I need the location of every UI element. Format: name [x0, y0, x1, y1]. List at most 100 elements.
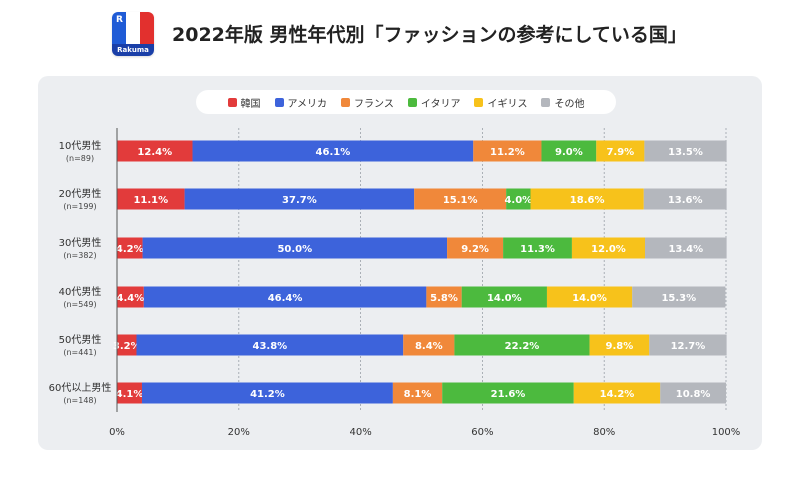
legend-item: その他 — [541, 95, 584, 110]
legend-item: アメリカ — [274, 95, 327, 110]
bar-segment — [643, 188, 727, 210]
x-tick-label: 80% — [593, 427, 615, 438]
bar-segment — [414, 188, 507, 210]
category-sample-size: (n=549) — [63, 300, 96, 309]
bar-segment — [571, 237, 646, 259]
legend-swatch — [274, 97, 284, 107]
bar-segment — [117, 382, 142, 404]
bar-segment — [447, 237, 504, 259]
legend-label: イタリア — [420, 98, 461, 110]
chart-legend: 韓国 アメリカ フランス イタリア イギリス その他 — [196, 90, 616, 114]
category-sample-size: (n=199) — [63, 202, 96, 211]
legend-item: イタリア — [407, 95, 461, 110]
bar-value-label: 4.0% — [504, 195, 532, 206]
legend-swatch — [407, 97, 417, 107]
bar-value-label: 7.9% — [606, 147, 634, 158]
bar-segment — [573, 382, 661, 404]
bar-value-label: 12.0% — [591, 244, 626, 255]
legend-swatch — [474, 97, 484, 107]
bar-segment — [184, 188, 415, 210]
rakuma-logo: R Rakuma — [112, 12, 154, 56]
bar-segment — [660, 382, 726, 404]
bar-value-label: 10.8% — [676, 389, 711, 400]
x-tick-label: 20% — [228, 427, 250, 438]
category-sample-size: (n=89) — [66, 154, 94, 163]
category-label: 10代男性 — [59, 139, 102, 152]
category-sample-size: (n=148) — [63, 396, 96, 405]
bar-value-label: 14.0% — [572, 293, 607, 304]
bar-segment — [506, 188, 531, 210]
bar-segment — [530, 188, 644, 210]
bar-segment — [644, 140, 727, 162]
legend-label: 韓国 — [240, 98, 261, 110]
bar-value-label: 50.0% — [277, 244, 312, 255]
bar-value-label: 9.0% — [555, 147, 583, 158]
bar-value-label: 14.2% — [600, 389, 635, 400]
legend-swatch — [227, 97, 237, 107]
bar-segment — [117, 140, 193, 162]
bar-segment — [596, 140, 645, 162]
legend-swatch — [341, 97, 351, 107]
bar-segment — [142, 237, 448, 259]
category-sample-size: (n=441) — [63, 348, 96, 357]
legend-label: イギリス — [487, 98, 528, 110]
bar-segment — [632, 286, 726, 308]
category-label: 40代男性 — [59, 285, 102, 298]
bar-value-label: 13.4% — [668, 244, 703, 255]
bar-segment — [117, 286, 144, 308]
bar-value-label: 4.1% — [116, 389, 144, 400]
category-label: 30代男性 — [59, 236, 102, 249]
legend-label: フランス — [354, 98, 394, 110]
bar-value-label: 43.8% — [253, 341, 288, 352]
bar-value-label: 13.6% — [668, 195, 703, 206]
bar-segment — [392, 382, 443, 404]
bar-value-label: 22.2% — [505, 341, 540, 352]
x-tick-label: 40% — [349, 427, 371, 438]
bar-segment — [645, 237, 727, 259]
bar-segment — [649, 334, 727, 356]
x-tick-label: 60% — [471, 427, 493, 438]
chart-header: R Rakuma 2022年版 男性年代別「ファッションの参考にしている国」 — [0, 0, 800, 70]
bar-segment — [403, 334, 455, 356]
bar-value-label: 8.4% — [415, 341, 443, 352]
category-label: 60代以上男性 — [49, 381, 112, 394]
bar-segment — [117, 334, 137, 356]
bar-value-label: 4.4% — [117, 293, 145, 304]
bar-value-label: 11.2% — [490, 147, 525, 158]
bar-segment — [117, 188, 185, 210]
french-flag-icon — [112, 12, 154, 44]
legend-label: その他 — [554, 98, 585, 110]
logo-mark: R — [116, 15, 123, 25]
bar-value-label: 9.2% — [461, 244, 489, 255]
bar-segment — [442, 382, 574, 404]
bar-value-label: 12.7% — [671, 341, 706, 352]
bar-value-label: 13.5% — [668, 147, 703, 158]
bar-segment — [143, 286, 427, 308]
legend-item: 韓国 — [227, 95, 261, 110]
bar-value-label: 37.7% — [282, 195, 317, 206]
category-label: 20代男性 — [59, 187, 102, 200]
category-sample-size: (n=382) — [63, 251, 96, 260]
bar-value-label: 15.3% — [661, 293, 696, 304]
bar-value-label: 15.1% — [443, 195, 478, 206]
bar-segment — [426, 286, 462, 308]
bar-segment — [461, 286, 547, 308]
bar-segment — [473, 140, 542, 162]
bar-segment — [117, 237, 143, 259]
bar-segment — [454, 334, 590, 356]
bar-segment — [136, 334, 404, 356]
bar-value-label: 21.6% — [491, 389, 526, 400]
bar-value-label: 8.1% — [404, 389, 432, 400]
legend-swatch — [541, 97, 551, 107]
bar-value-label: 46.4% — [268, 293, 303, 304]
bar-value-label: 11.3% — [520, 244, 555, 255]
bar-value-label: 4.2% — [116, 244, 144, 255]
bar-value-label: 9.8% — [606, 341, 634, 352]
bar-segment — [546, 286, 633, 308]
bar-value-label: 18.6% — [570, 195, 605, 206]
bar-value-label: 14.0% — [487, 293, 522, 304]
chart-title: 2022年版 男性年代別「ファッションの参考にしている国」 — [172, 24, 687, 46]
bar-segment — [503, 237, 572, 259]
bar-value-label: 41.2% — [250, 389, 285, 400]
bar-value-label: 12.4% — [137, 147, 172, 158]
